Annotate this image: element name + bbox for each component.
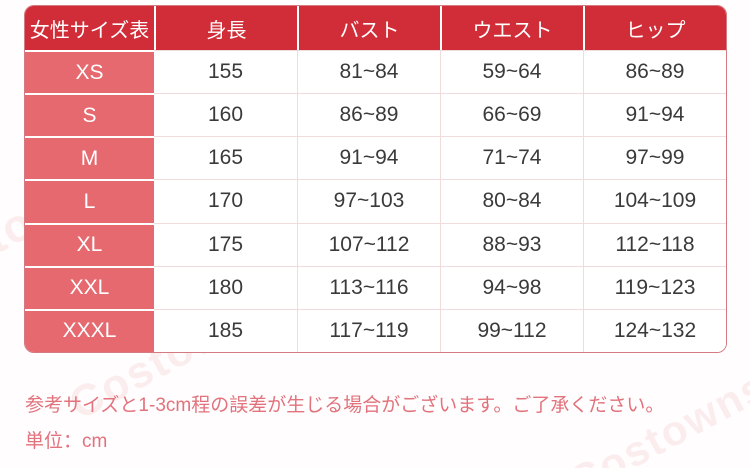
unit-note: 単位：cm xyxy=(25,431,108,452)
hip-value: 104~109 xyxy=(583,179,726,223)
hip-value: 119~123 xyxy=(583,265,726,309)
height-value: 165 xyxy=(154,136,297,180)
size-label: XXL xyxy=(25,265,154,309)
column-header-waist: ウエスト xyxy=(440,6,583,50)
women-size-table: 女性サイズ表 身長 バスト ウエスト ヒップ XS 155 81~84 59~6… xyxy=(24,5,727,353)
size-label: M xyxy=(25,136,154,180)
hip-value: 97~99 xyxy=(583,136,726,180)
hip-value: 124~132 xyxy=(583,308,726,352)
hip-value: 112~118 xyxy=(583,222,726,266)
waist-value: 59~64 xyxy=(440,50,583,94)
hip-value: 91~94 xyxy=(583,93,726,137)
height-value: 185 xyxy=(154,308,297,352)
size-label: L xyxy=(25,179,154,223)
height-value: 170 xyxy=(154,179,297,223)
size-label: S xyxy=(25,93,154,137)
size-label: XS xyxy=(25,50,154,94)
height-value: 180 xyxy=(154,265,297,309)
bust-value: 117~119 xyxy=(297,308,440,352)
bust-value: 81~84 xyxy=(297,50,440,94)
bust-value: 91~94 xyxy=(297,136,440,180)
bust-value: 113~116 xyxy=(297,265,440,309)
bust-value: 107~112 xyxy=(297,222,440,266)
tolerance-note: 参考サイズと1-3cm程の誤差が生じる場合がございます。ご了承ください。 xyxy=(25,395,665,416)
table-title-cell: 女性サイズ表 xyxy=(25,6,154,50)
footnotes: 参考サイズと1-3cm程の誤差が生じる場合がございます。ご了承ください。 単位：… xyxy=(25,388,664,460)
height-value: 160 xyxy=(154,93,297,137)
bust-value: 97~103 xyxy=(297,179,440,223)
waist-value: 66~69 xyxy=(440,93,583,137)
waist-value: 80~84 xyxy=(440,179,583,223)
bust-value: 86~89 xyxy=(297,93,440,137)
size-label: XXXL xyxy=(25,308,154,352)
waist-value: 88~93 xyxy=(440,222,583,266)
hip-value: 86~89 xyxy=(583,50,726,94)
column-header-hip: ヒップ xyxy=(583,6,726,50)
height-value: 175 xyxy=(154,222,297,266)
waist-value: 99~112 xyxy=(440,308,583,352)
column-header-height: 身長 xyxy=(154,6,297,50)
size-label: XL xyxy=(25,222,154,266)
column-header-bust: バスト xyxy=(297,6,440,50)
waist-value: 94~98 xyxy=(440,265,583,309)
height-value: 155 xyxy=(154,50,297,94)
waist-value: 71~74 xyxy=(440,136,583,180)
